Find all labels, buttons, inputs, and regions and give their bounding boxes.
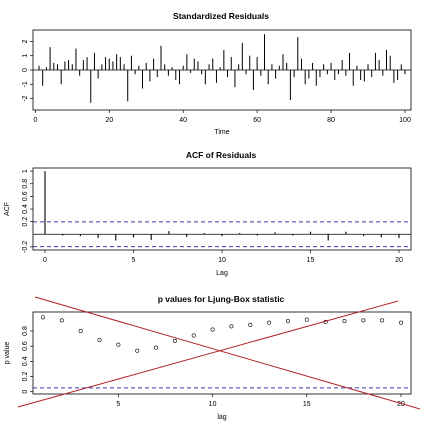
ljung-box-x-tick-label: 15 xyxy=(303,401,311,408)
ljung-box-x-tick-label: 5 xyxy=(116,401,120,408)
ljung-box-point xyxy=(40,315,45,320)
acf-ylabel: ACF xyxy=(4,202,11,216)
acf-plot-frame xyxy=(32,167,412,251)
acf-y-tick-label: 0.4 xyxy=(22,204,29,214)
ljung-box-point xyxy=(191,333,196,338)
residuals-x-tick-label: 0 xyxy=(33,117,37,124)
acf-x-tick-label: 5 xyxy=(132,257,136,264)
residuals-y-tick-label: 1 xyxy=(22,54,29,58)
residuals-x-tick-label: 20 xyxy=(105,117,113,124)
residuals-y-tick-label: -1 xyxy=(22,81,29,87)
ljung-box-x-tick-label: 10 xyxy=(209,401,217,408)
residuals-x-tick-label: 80 xyxy=(327,117,335,124)
ljung-box-panel: p values for Ljung-Box statistic lag p v… xyxy=(4,294,421,421)
acf-x-tick-label: 0 xyxy=(43,257,47,264)
ljung-box-point xyxy=(380,318,385,323)
ljung-box-plot-frame xyxy=(32,311,412,395)
acf-y-tick-label: 0.2 xyxy=(22,217,29,227)
ljung-box-y-tick-label: 0.4 xyxy=(22,356,29,366)
acf-x-tick-label: 15 xyxy=(307,257,315,264)
ljung-box-x-tick-label: 20 xyxy=(397,401,405,408)
red-cross-line-1 xyxy=(34,296,421,410)
residuals-x-tick-label: 60 xyxy=(253,117,261,124)
ljung-box-point xyxy=(361,318,366,323)
ljung-box-point xyxy=(267,320,272,325)
residuals-y-tick-label: -2 xyxy=(22,95,29,101)
ljung-box-point xyxy=(285,319,290,324)
residuals-x-tick-label: 100 xyxy=(399,117,411,124)
ljung-box-point xyxy=(154,345,159,350)
ljung-box-point xyxy=(59,318,64,323)
red-cross-line-2 xyxy=(17,300,399,408)
acf-x-tick-label: 10 xyxy=(218,257,226,264)
acf-y-tick-label: -0.2 xyxy=(22,241,29,253)
acf-y-tick-label: 0.6 xyxy=(22,191,29,201)
residuals-y-tick-label: 0 xyxy=(22,68,29,72)
acf-xlabel: Lag xyxy=(216,270,228,277)
acf-y-tick-label: 1 xyxy=(22,169,29,173)
residuals-x-tick-label: 40 xyxy=(179,117,187,124)
residuals-y-tick-label: 2 xyxy=(22,39,29,43)
ljung-box-point xyxy=(78,328,83,333)
ljung-box-point xyxy=(398,320,403,325)
residuals-panel: Standardized Residuals Time 0 20 40 60 80 100… xyxy=(22,11,412,136)
ljung-box-point xyxy=(342,319,347,324)
acf-y-tick-label: 0.8 xyxy=(22,179,29,189)
ljung-box-y-tick-label: 0.8 xyxy=(22,326,29,336)
ljung-box-point xyxy=(97,338,102,343)
acf-panel: ACF of Residuals Lag ACF 0 5 10 15 20 -0.2 0.2… xyxy=(4,150,412,277)
residuals-xlabel: Time xyxy=(214,129,229,136)
ljung-box-xlabel: lag xyxy=(217,414,226,421)
ljung-box-point xyxy=(248,322,253,327)
ljung-box-ylabel: p value xyxy=(4,342,11,365)
ljung-box-y-tick-label: 0.2 xyxy=(22,372,29,382)
ljung-box-point xyxy=(135,348,140,353)
ljung-box-point xyxy=(172,338,177,343)
ljung-box-point xyxy=(116,342,121,347)
ljung-box-point xyxy=(210,327,215,332)
ljung-box-y-tick-label: 0 xyxy=(22,390,29,394)
ljung-box-title: p values for Ljung-Box statistic xyxy=(158,294,285,304)
ljung-box-y-tick-label: 0.6 xyxy=(22,341,29,351)
acf-x-tick-label: 20 xyxy=(395,257,403,264)
acf-title: ACF of Residuals xyxy=(186,150,257,160)
residuals-title: Standardized Residuals xyxy=(173,11,269,21)
ljung-box-point xyxy=(304,317,309,322)
ljung-box-point xyxy=(229,324,234,329)
